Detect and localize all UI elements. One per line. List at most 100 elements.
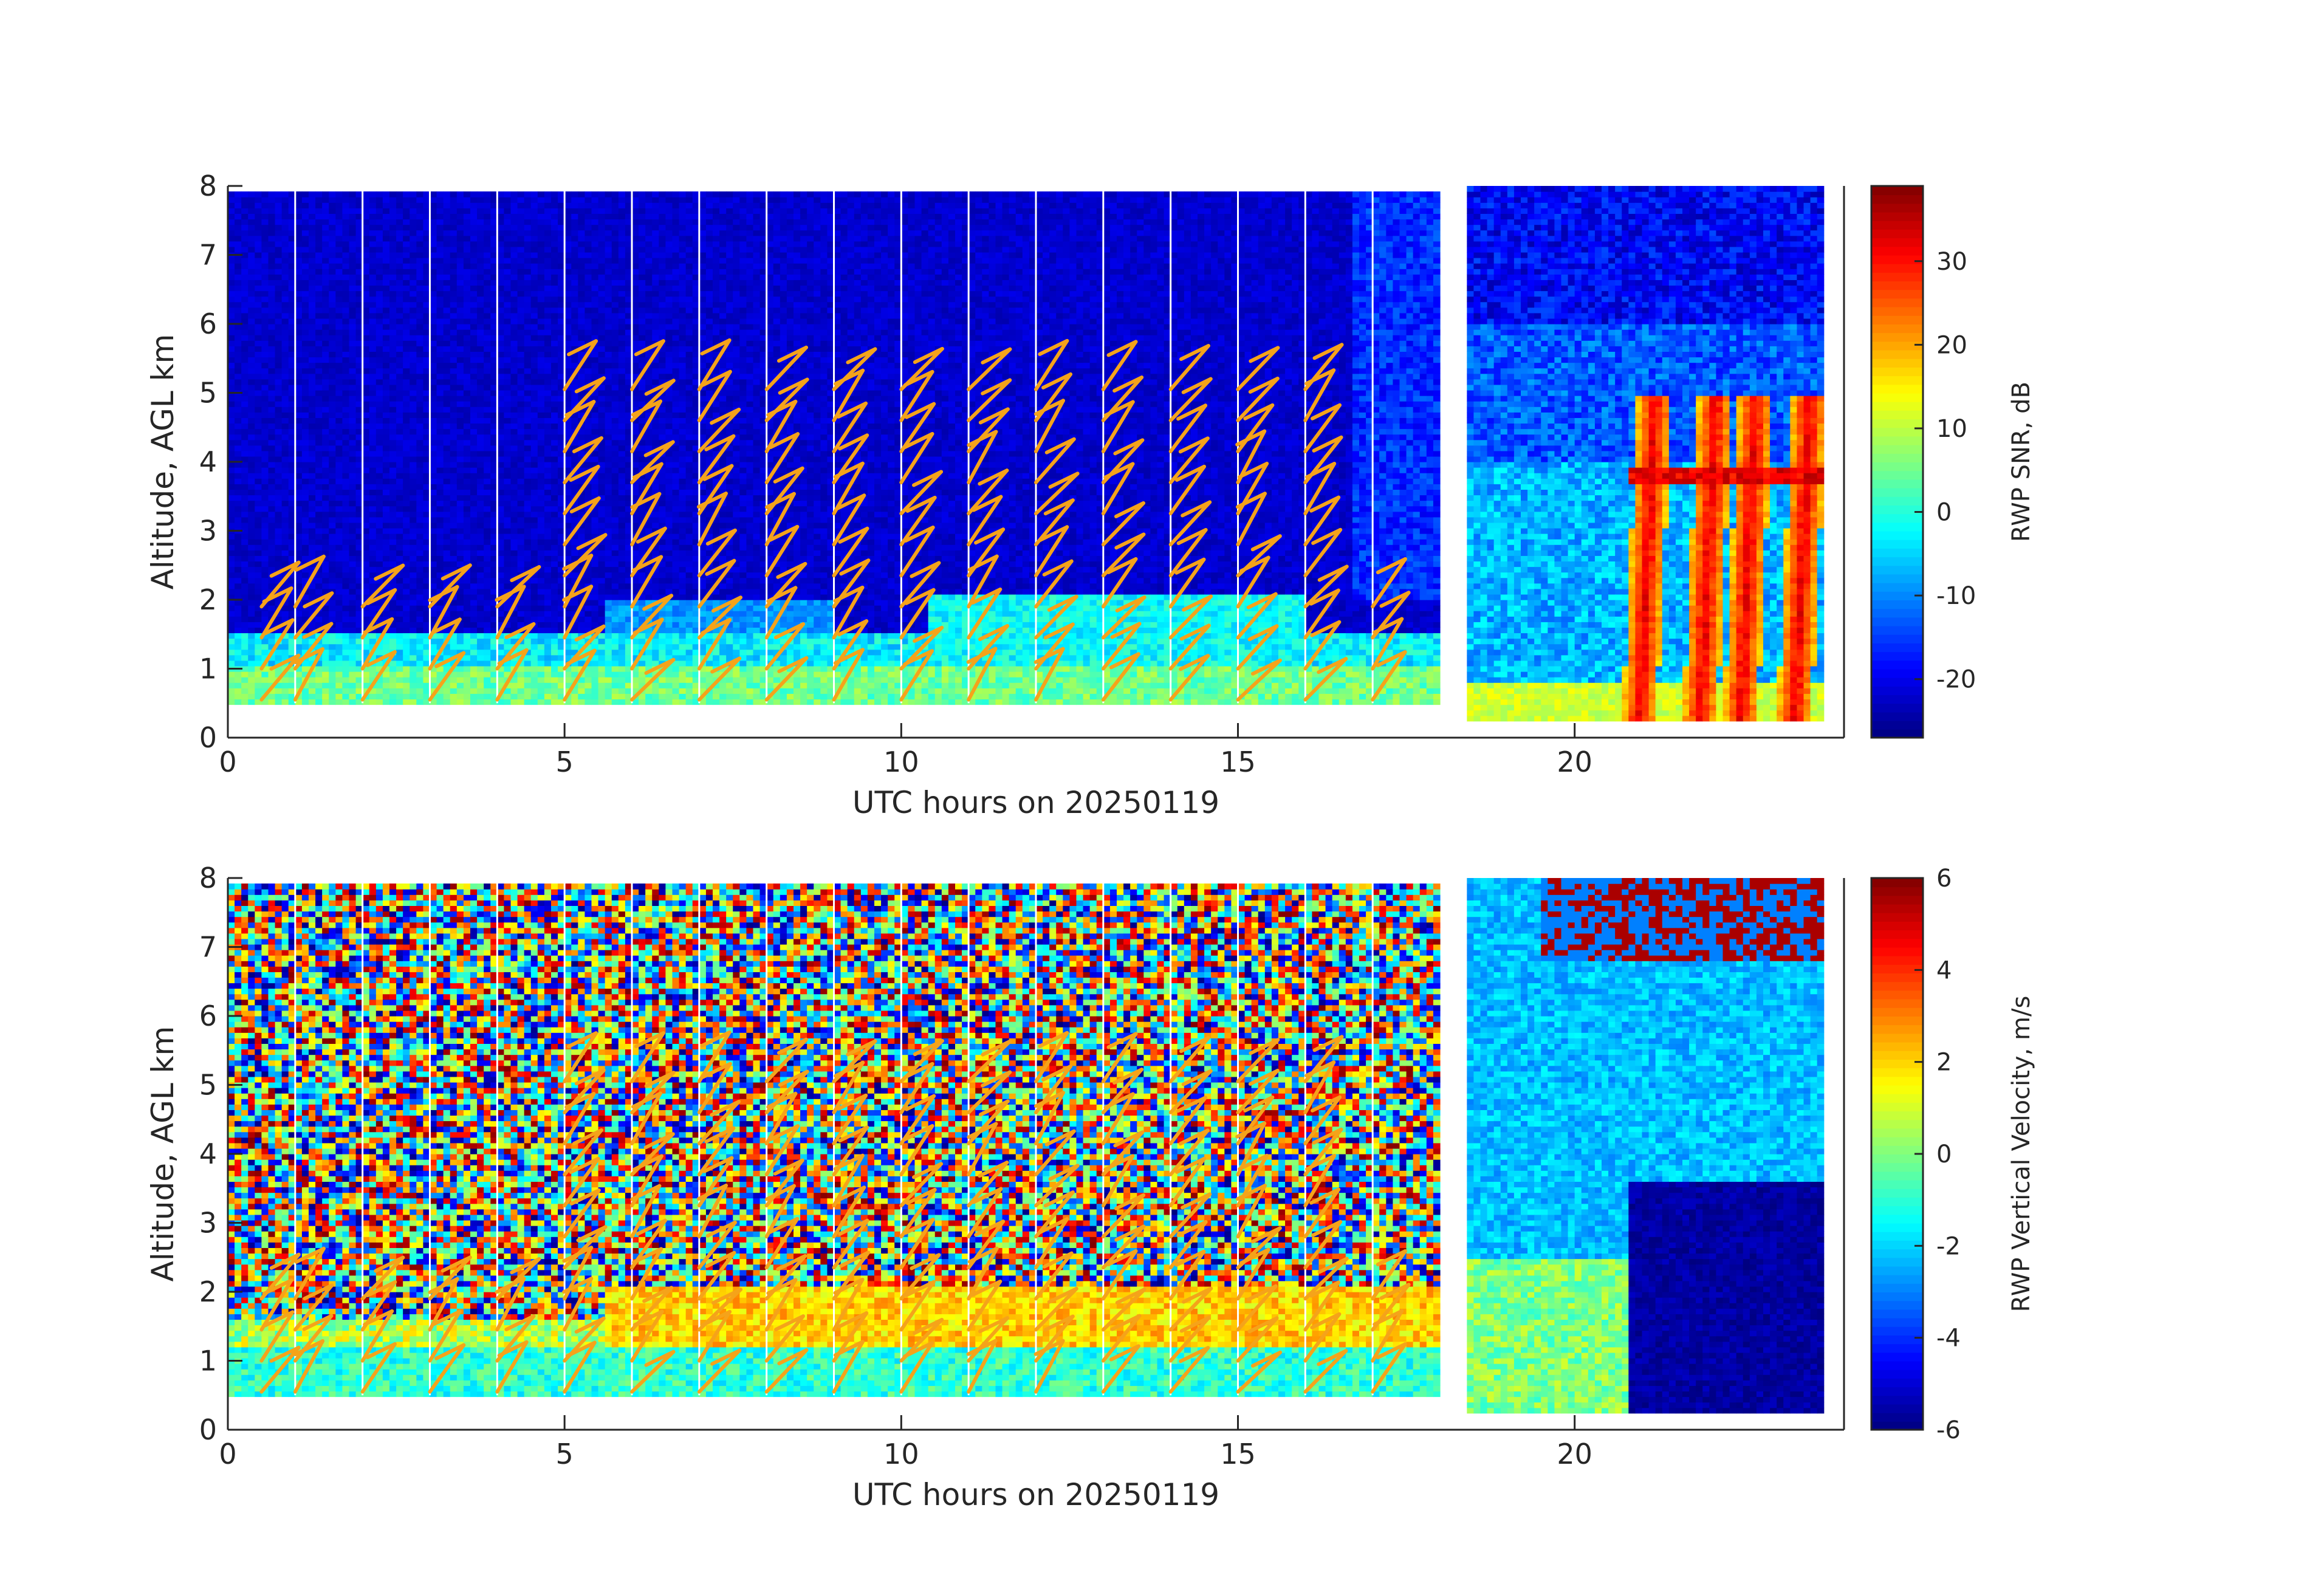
heatmap-cell bbox=[261, 539, 269, 545]
heatmap-cell bbox=[302, 666, 309, 672]
heatmap-cell bbox=[464, 258, 471, 264]
heatmap-cell bbox=[235, 561, 242, 567]
heatmap-cell bbox=[544, 406, 552, 413]
heatmap-cell bbox=[410, 440, 417, 446]
heatmap-cell bbox=[497, 191, 504, 197]
heatmap-cell bbox=[457, 412, 464, 418]
heatmap-cell bbox=[396, 699, 403, 705]
heatmap-cell bbox=[450, 219, 458, 225]
heatmap-cell bbox=[416, 627, 423, 633]
heatmap-cell bbox=[477, 693, 484, 699]
heatmap-cell bbox=[497, 213, 504, 219]
heatmap-cell bbox=[477, 677, 484, 683]
heatmap-cell bbox=[248, 335, 255, 341]
heatmap-cell bbox=[464, 191, 471, 197]
heatmap-cell bbox=[524, 351, 532, 357]
heatmap-cell bbox=[389, 611, 397, 617]
heatmap-cell bbox=[282, 197, 289, 203]
heatmap-cell bbox=[275, 241, 283, 247]
heatmap-cell bbox=[403, 655, 410, 661]
heatmap-cell bbox=[437, 396, 444, 402]
heatmap-cell bbox=[531, 578, 538, 584]
heatmap-cell bbox=[450, 445, 458, 451]
heatmap-cell bbox=[518, 605, 525, 611]
heatmap-cell bbox=[302, 208, 309, 214]
heatmap-cell bbox=[342, 385, 349, 391]
heatmap-cell bbox=[255, 230, 262, 236]
heatmap-cell bbox=[389, 274, 397, 280]
heatmap-cell bbox=[396, 390, 403, 396]
heatmap-cell bbox=[282, 324, 289, 330]
heatmap-cell bbox=[518, 379, 525, 385]
heatmap-cell bbox=[437, 368, 444, 374]
heatmap-cell bbox=[282, 650, 289, 656]
heatmap-cell bbox=[302, 473, 309, 479]
heatmap-cell bbox=[524, 401, 532, 407]
heatmap-cell bbox=[437, 561, 444, 567]
heatmap-cell bbox=[295, 462, 303, 468]
heatmap-cell bbox=[518, 351, 525, 357]
heatmap-cell bbox=[282, 297, 289, 303]
heatmap-cell bbox=[295, 644, 303, 650]
heatmap-cell bbox=[329, 550, 336, 556]
heatmap-cell bbox=[228, 213, 235, 219]
heatmap-cell bbox=[457, 274, 464, 280]
heatmap-cell bbox=[511, 506, 518, 512]
heatmap-cell bbox=[511, 523, 518, 529]
heatmap-cell bbox=[309, 523, 316, 529]
heatmap-cell bbox=[538, 302, 545, 308]
heatmap-cell bbox=[248, 285, 255, 291]
heatmap-cell bbox=[309, 368, 316, 374]
heatmap-cell bbox=[410, 633, 417, 639]
heatmap-cell bbox=[477, 666, 484, 672]
heatmap-cell bbox=[369, 539, 377, 545]
heatmap-cell bbox=[349, 544, 357, 551]
heatmap-cell bbox=[235, 434, 242, 441]
heatmap-cell bbox=[282, 252, 289, 258]
heatmap-cell bbox=[504, 550, 511, 556]
heatmap-cell bbox=[403, 230, 410, 236]
heatmap-cell bbox=[389, 191, 397, 197]
heatmap-cell bbox=[335, 269, 343, 275]
heatmap-cell bbox=[342, 456, 349, 462]
heatmap-cell bbox=[235, 285, 242, 291]
heatmap-cell bbox=[504, 351, 511, 357]
heatmap-cell bbox=[538, 627, 545, 633]
heatmap-cell bbox=[430, 213, 437, 219]
heatmap-cell bbox=[228, 340, 235, 346]
heatmap-cell bbox=[255, 539, 262, 545]
heatmap-cell bbox=[531, 677, 538, 683]
heatmap-cell bbox=[255, 650, 262, 656]
heatmap-cell bbox=[335, 605, 343, 611]
heatmap-cell bbox=[437, 445, 444, 451]
heatmap-cell bbox=[261, 644, 269, 650]
heatmap-cell bbox=[511, 462, 518, 468]
heatmap-cell bbox=[497, 263, 504, 269]
heatmap-cell bbox=[396, 429, 403, 435]
heatmap-cell bbox=[484, 699, 491, 705]
heatmap-cell bbox=[261, 650, 269, 656]
heatmap-cell bbox=[403, 401, 410, 407]
heatmap-cell bbox=[295, 671, 303, 677]
heatmap-cell bbox=[518, 241, 525, 247]
heatmap-cell bbox=[363, 351, 370, 357]
heatmap-cell bbox=[322, 484, 329, 490]
heatmap-cell bbox=[430, 484, 437, 490]
heatmap-cell bbox=[315, 396, 323, 402]
heatmap-cell bbox=[497, 297, 504, 303]
heatmap-cell bbox=[477, 230, 484, 236]
heatmap-cell bbox=[383, 561, 390, 567]
heatmap-cell bbox=[389, 639, 397, 645]
heatmap-cell bbox=[450, 456, 458, 462]
heatmap-cell bbox=[410, 318, 417, 324]
heatmap-cell bbox=[511, 622, 518, 628]
heatmap-cell bbox=[470, 650, 478, 656]
heatmap-cell bbox=[282, 555, 289, 561]
heatmap-cell bbox=[255, 627, 262, 633]
heatmap-cell bbox=[309, 318, 316, 324]
heatmap-cell bbox=[457, 539, 464, 545]
heatmap-cell bbox=[410, 544, 417, 551]
heatmap-cell bbox=[235, 346, 242, 352]
heatmap-cell bbox=[383, 363, 390, 369]
heatmap-cell bbox=[504, 567, 511, 573]
